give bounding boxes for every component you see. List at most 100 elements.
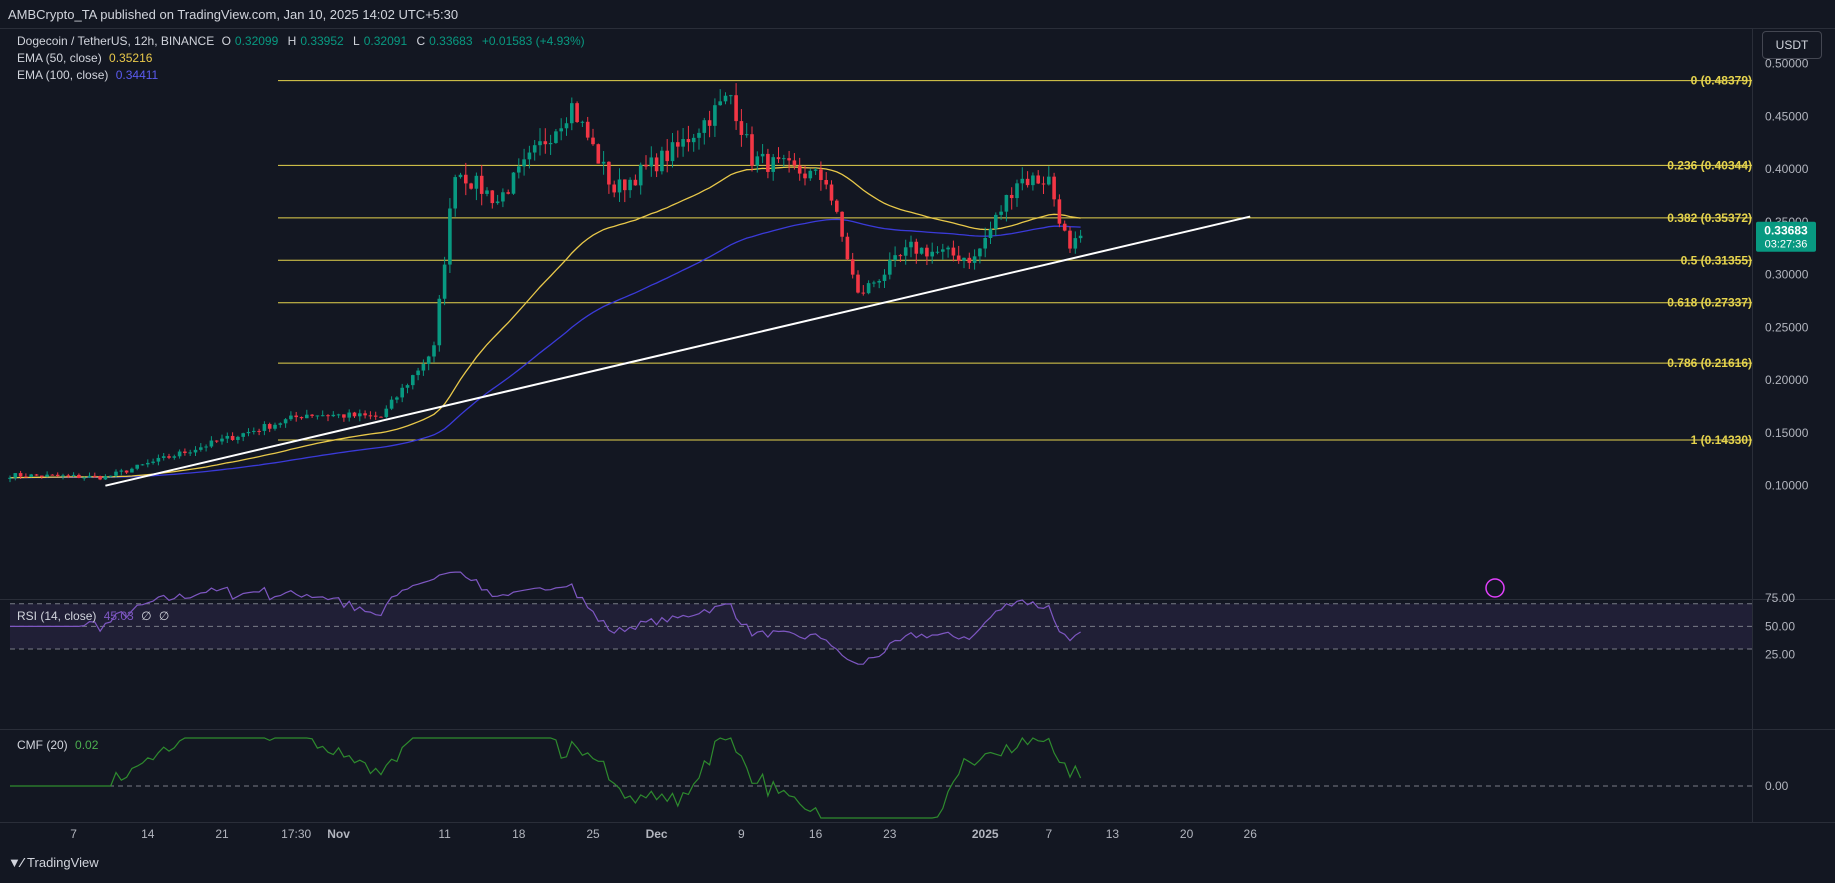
candle xyxy=(495,194,500,205)
ema50-line xyxy=(9,166,1081,479)
candle xyxy=(707,110,712,138)
currency-button[interactable]: USDT xyxy=(1762,31,1822,59)
candle-body xyxy=(273,424,277,429)
candle-body xyxy=(787,158,791,161)
candle xyxy=(517,158,521,179)
candle-body xyxy=(665,150,669,162)
candle xyxy=(951,240,956,262)
candle xyxy=(464,162,468,196)
candle-body xyxy=(278,423,283,425)
candle xyxy=(358,409,362,422)
candle xyxy=(103,474,108,481)
candle-body xyxy=(538,141,542,146)
candle-body xyxy=(490,190,495,204)
candle xyxy=(246,428,251,437)
candle xyxy=(177,449,182,459)
tradingview-brand: ▼⁄ TradingView xyxy=(8,855,99,870)
candle-body xyxy=(962,257,966,261)
candle-body xyxy=(676,142,680,147)
candle xyxy=(130,467,134,473)
cmf-pane: 0.00 xyxy=(10,736,1789,819)
candle xyxy=(310,413,314,418)
candle-body xyxy=(601,161,606,164)
candle-body xyxy=(713,105,717,126)
time-tick-label: 18 xyxy=(512,827,526,841)
candle xyxy=(824,172,828,190)
candle-body xyxy=(824,179,828,185)
candle-body xyxy=(220,438,224,442)
candle xyxy=(681,128,685,157)
candle xyxy=(532,139,537,161)
candle xyxy=(156,454,161,466)
candle-body xyxy=(638,164,643,186)
price-tick-label: 0.10000 xyxy=(1765,479,1809,493)
candle xyxy=(1031,172,1035,191)
candle-body xyxy=(358,413,362,417)
candle xyxy=(225,432,230,444)
grid-layer xyxy=(0,28,1835,823)
candle xyxy=(188,449,192,456)
candle xyxy=(903,239,908,265)
candle xyxy=(723,92,728,105)
candle-body xyxy=(580,121,585,123)
candle-body xyxy=(103,476,108,480)
candle xyxy=(877,279,881,289)
candle xyxy=(527,145,532,169)
candle-body xyxy=(660,150,664,172)
candle-body xyxy=(448,208,452,265)
candle-body xyxy=(18,473,23,477)
candle-body xyxy=(559,128,563,132)
candle xyxy=(479,164,484,206)
candle xyxy=(739,109,744,147)
fib-level-label: 0 (0.48379) xyxy=(1691,74,1752,88)
rsi-tick-label: 50.00 xyxy=(1765,619,1795,633)
time-tick-label: 20 xyxy=(1180,827,1194,841)
candle-body xyxy=(951,247,956,256)
candle xyxy=(299,416,304,420)
candle-body xyxy=(289,415,293,420)
published-info: AMBCrypto_TA published on TradingView.co… xyxy=(8,7,459,22)
candle-body xyxy=(146,462,150,465)
candle xyxy=(124,470,129,475)
candle xyxy=(718,89,722,106)
time-tick-label: 9 xyxy=(738,827,745,841)
candle xyxy=(1068,226,1072,254)
candle xyxy=(305,409,309,419)
candle xyxy=(167,453,171,460)
candle xyxy=(898,253,903,263)
candle xyxy=(294,411,298,422)
candle-body xyxy=(903,247,908,256)
candle xyxy=(13,472,18,481)
candle xyxy=(1078,229,1083,243)
candle xyxy=(538,128,542,156)
low-value: 0.32091 xyxy=(363,34,408,48)
candle xyxy=(909,235,913,258)
candle xyxy=(61,473,65,480)
candle xyxy=(267,422,272,433)
candle-body xyxy=(861,292,866,294)
candle-body xyxy=(140,464,145,466)
candle-body xyxy=(437,298,442,346)
ema-lines xyxy=(9,166,1081,479)
candle-body xyxy=(654,157,659,172)
candle-body xyxy=(501,192,505,202)
time-tick-label: 23 xyxy=(883,827,897,841)
candle xyxy=(660,146,664,175)
candle-body xyxy=(766,153,770,172)
candle-body xyxy=(40,475,44,477)
candle xyxy=(888,252,892,280)
candle-body xyxy=(527,152,532,160)
cmf-axis-separator xyxy=(0,822,1835,823)
candle-body xyxy=(564,123,569,129)
candle-body xyxy=(681,139,685,147)
candle-body xyxy=(257,430,261,432)
candle-body xyxy=(61,475,65,477)
fib-level-label: 0.382 (0.35372) xyxy=(1667,211,1752,225)
candle-body xyxy=(241,433,245,437)
candle xyxy=(930,242,934,264)
candle xyxy=(236,435,240,444)
candle-body xyxy=(739,121,744,135)
candle-body xyxy=(596,144,601,164)
candle xyxy=(108,475,113,478)
